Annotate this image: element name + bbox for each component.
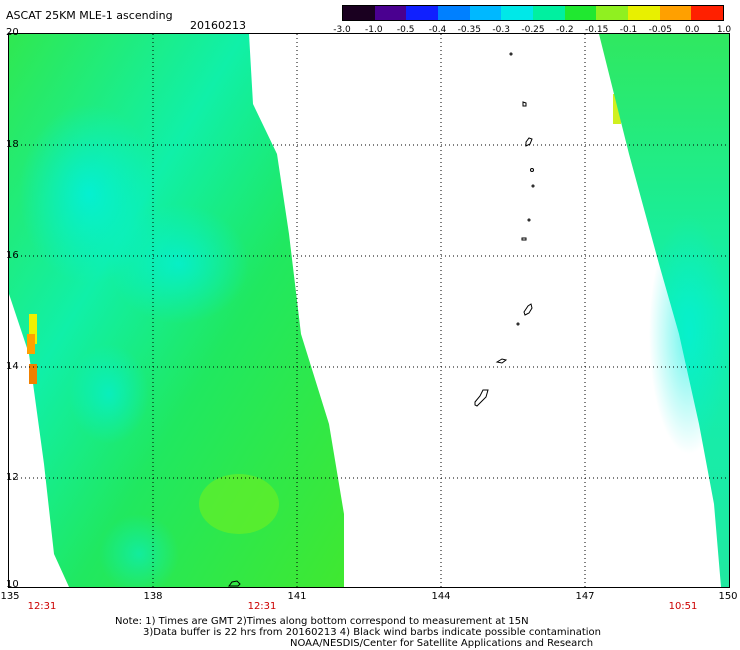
lon-label-135: 135	[0, 591, 20, 602]
time-label-right: 10:51	[668, 601, 698, 612]
colorbar-tick-label: -0.4	[428, 25, 447, 35]
lon-label-144: 144	[431, 591, 451, 602]
colorbar-swatch	[343, 6, 375, 20]
colorbar-swatch	[628, 6, 660, 20]
map-title: ASCAT 25KM MLE-1 ascending	[6, 9, 173, 22]
map-date: 20160213	[190, 19, 246, 32]
note-line-2: 3)Data buffer is 22 hrs from 20160213 4)…	[143, 627, 601, 638]
map-gridlines	[9, 34, 729, 587]
colorbar-swatch	[596, 6, 629, 20]
lat-label-18: 18	[6, 139, 19, 150]
colorbar-swatch	[501, 6, 534, 20]
colorbar-tick-label: -0.25	[521, 25, 545, 35]
time-label-left: 12:31	[27, 601, 57, 612]
lon-label-147: 147	[575, 591, 595, 602]
colorbar-tick-label: 0.0	[684, 25, 700, 35]
colorbar-swatch	[406, 6, 439, 20]
colorbar-tick-label: -3.0	[333, 25, 351, 35]
lat-label-20: 20	[6, 27, 19, 38]
colorbar-tick-label: -0.05	[648, 25, 672, 35]
colorbar-tick-label: 1.0	[716, 25, 732, 35]
color-scale-bar	[342, 5, 724, 21]
lat-label-10: 10	[6, 579, 19, 590]
colorbar-tick-label: -0.15	[585, 25, 609, 35]
map-canvas	[9, 34, 729, 587]
swath-right	[599, 34, 729, 587]
colorbar-swatch	[469, 6, 502, 20]
colorbar-swatch	[691, 6, 724, 20]
island-outlines	[228, 52, 535, 587]
lat-label-12: 12	[6, 472, 19, 483]
colorbar-swatch	[533, 6, 565, 20]
colorbar-tick-label: -0.35	[457, 25, 481, 35]
note-line-1: Note: 1) Times are GMT 2)Times along bot…	[115, 616, 529, 627]
colorbar-swatch	[564, 6, 597, 20]
colorbar-tick-label: -0.3	[492, 25, 510, 35]
colorbar-tick-label: -0.2	[556, 25, 574, 35]
colorbar-tick-label: -0.1	[619, 25, 638, 35]
map-plot-area	[8, 33, 730, 588]
time-label-middle: 12:31	[247, 601, 277, 612]
note-line-3: NOAA/NESDIS/Center for Satellite Applica…	[290, 638, 594, 649]
colorbar-tick-label: -1.0	[365, 25, 383, 35]
colorbar-swatch	[374, 6, 407, 20]
colorbar-swatch	[438, 6, 470, 20]
lat-label-14: 14	[6, 361, 19, 372]
lon-label-150: 150	[718, 591, 738, 602]
lon-label-141: 141	[287, 591, 307, 602]
colorbar-tick-label: -0.5	[396, 25, 415, 35]
lon-label-138: 138	[143, 591, 163, 602]
colorbar-swatch	[659, 6, 692, 20]
lat-label-16: 16	[6, 250, 19, 261]
